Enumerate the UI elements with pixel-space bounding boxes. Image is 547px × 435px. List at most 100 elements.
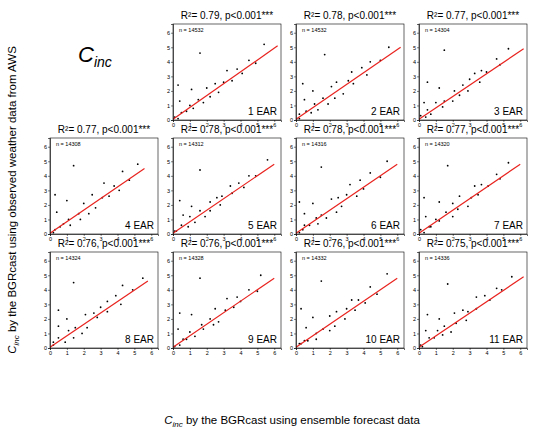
scatter-point bbox=[336, 211, 338, 213]
scatter-point bbox=[91, 194, 93, 196]
scatter-point bbox=[445, 211, 447, 213]
panel-label: 8 EAR bbox=[125, 334, 154, 345]
tick: 2 bbox=[329, 348, 332, 356]
tick-mark bbox=[48, 147, 50, 148]
tick-label: 3 bbox=[413, 188, 416, 194]
scatter-point bbox=[442, 106, 444, 108]
tick: 6 bbox=[150, 348, 153, 356]
tick-label: 1 bbox=[167, 103, 170, 109]
tick-mark bbox=[171, 105, 173, 106]
regression-line bbox=[419, 277, 524, 348]
scatter-point bbox=[120, 303, 122, 305]
tick-label: 3 bbox=[44, 188, 47, 194]
scatter-point bbox=[359, 179, 361, 181]
tick-label: 6 bbox=[396, 236, 399, 242]
panel: 01234560123456R²= 0.78, p<0.001***n = 14… bbox=[290, 124, 405, 242]
tick-label: 1 bbox=[66, 350, 69, 356]
scatter-point bbox=[248, 175, 250, 177]
scatter-point bbox=[202, 102, 204, 104]
tick-mark bbox=[417, 275, 419, 276]
scatter-point bbox=[312, 90, 314, 92]
scatter-point bbox=[248, 289, 250, 291]
scatter-point bbox=[179, 344, 181, 346]
tick-label: 0 bbox=[295, 122, 298, 128]
scatter-point bbox=[199, 277, 201, 279]
scatter-point bbox=[427, 81, 429, 83]
tick: 5 bbox=[167, 159, 173, 165]
scatter-point bbox=[324, 54, 326, 56]
tick-label: 1 bbox=[167, 217, 170, 223]
scatter-point bbox=[260, 274, 262, 276]
tick-label: 0 bbox=[167, 117, 170, 123]
scatter-point bbox=[189, 331, 191, 333]
tick-label: 0 bbox=[418, 122, 421, 128]
scatter-point bbox=[179, 100, 181, 102]
tick-label: 4 bbox=[167, 59, 170, 65]
tick: 4 bbox=[413, 173, 419, 179]
scatter-point bbox=[209, 210, 211, 212]
panel-label: 10 EAR bbox=[366, 334, 400, 345]
tick: 4 bbox=[239, 348, 242, 356]
tick-mark bbox=[417, 190, 419, 191]
scatter-point bbox=[435, 102, 437, 104]
tick-label: 2 bbox=[413, 88, 416, 94]
scatter-point bbox=[437, 330, 439, 332]
scatter-point bbox=[346, 308, 348, 310]
scatter-point bbox=[300, 308, 302, 310]
tick-mark bbox=[171, 120, 173, 121]
tick-label: 4 bbox=[290, 173, 293, 179]
tick: 2 bbox=[413, 316, 419, 322]
scatter-point bbox=[369, 172, 371, 174]
scatter-point bbox=[443, 325, 445, 327]
tick-label: 5 bbox=[413, 159, 416, 165]
scatter-point bbox=[438, 87, 440, 89]
tick: 3 bbox=[44, 302, 50, 308]
plot-frame bbox=[173, 24, 281, 120]
tick-mark bbox=[48, 161, 50, 162]
tick-mark bbox=[171, 47, 173, 48]
scatter-point bbox=[179, 200, 181, 202]
y-axis: 0123456 bbox=[290, 139, 297, 238]
scatter-point bbox=[496, 173, 498, 175]
tick: 4 bbox=[44, 173, 50, 179]
scatter-point bbox=[452, 203, 454, 205]
tick-label: 0 bbox=[172, 236, 175, 242]
tick: 5 bbox=[290, 159, 296, 165]
tick-mark bbox=[417, 219, 419, 220]
tick: 5 bbox=[413, 273, 419, 279]
scatter-point bbox=[475, 296, 477, 298]
panel-title: R²= 0.77, p<0.001*** bbox=[427, 10, 519, 21]
plot-frame bbox=[419, 252, 527, 348]
scatter-point bbox=[334, 325, 336, 327]
tick-mark bbox=[294, 33, 296, 34]
tick: 3 bbox=[167, 302, 173, 308]
tick-label: 4 bbox=[485, 350, 488, 356]
tick-mark bbox=[417, 120, 419, 121]
tick-label: 0 bbox=[290, 117, 293, 123]
tick-label: 6 bbox=[290, 30, 293, 36]
scatter-point bbox=[69, 224, 71, 226]
tick: 3 bbox=[290, 74, 296, 80]
axis-line bbox=[294, 253, 297, 349]
scatter-point bbox=[425, 116, 427, 118]
tick-label: 2 bbox=[452, 350, 455, 356]
scatter-point bbox=[347, 80, 349, 82]
tick: 3 bbox=[413, 74, 419, 80]
scatter-point bbox=[435, 219, 437, 221]
tick: 0 bbox=[295, 348, 298, 356]
tick-label: 2 bbox=[44, 316, 47, 322]
tick-label: 0 bbox=[418, 350, 421, 356]
tick-mark bbox=[48, 275, 50, 276]
tick-label: 4 bbox=[362, 350, 365, 356]
tick-mark bbox=[48, 304, 50, 305]
tick-label: 1 bbox=[435, 350, 438, 356]
tick-mark bbox=[171, 62, 173, 63]
tick-label: 5 bbox=[44, 273, 47, 279]
tick-label: 4 bbox=[413, 59, 416, 65]
tick: 0 bbox=[44, 231, 50, 237]
tick-label: 0 bbox=[49, 350, 52, 356]
tick: 6 bbox=[519, 234, 522, 242]
tick: 3 bbox=[100, 348, 103, 356]
tick-mark bbox=[417, 205, 419, 206]
scatter-point bbox=[100, 306, 102, 308]
